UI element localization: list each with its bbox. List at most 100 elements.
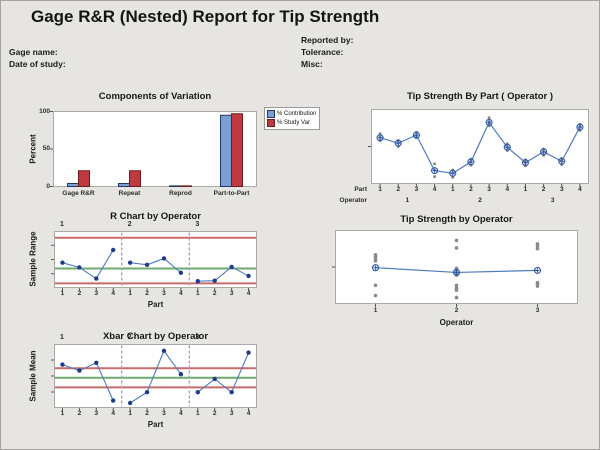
mean-marker: [521, 159, 529, 167]
data-point: [60, 260, 65, 265]
studyvar-label: % Study Var: [277, 120, 310, 126]
part-tick-label: 4: [179, 290, 183, 297]
misc-label: Misc:: [301, 59, 323, 69]
r-chart-plot: [51, 231, 257, 291]
contribution-label: % Contribution: [277, 111, 317, 117]
components-of-variation-panel[interactable]: Components of Variation Percent % Contri…: [21, 89, 321, 207]
series-line: [130, 257, 182, 274]
data-point: [127, 400, 133, 406]
operator-tick-label: 3: [550, 197, 555, 204]
data-point: [246, 350, 251, 355]
chart-title: R Chart by Operator: [110, 211, 201, 222]
y-tick-label: 100: [39, 107, 50, 115]
x-category-label: Part-to-Part: [213, 190, 250, 197]
mean-marker: [503, 143, 511, 151]
gage-name-label: Gage name:: [9, 47, 58, 57]
mean-marker: [394, 139, 402, 147]
part-tick-label: 1: [523, 186, 528, 193]
observation-dot: [373, 259, 378, 263]
part-tick-label: 4: [246, 410, 251, 417]
series-line: [197, 266, 249, 282]
part-tick-label: 2: [541, 186, 546, 193]
observation-dot: [433, 162, 437, 166]
mean-marker: [412, 131, 420, 139]
studyvar-swatch: [267, 119, 275, 127]
contribution-bar: [67, 183, 79, 187]
observation-dot: [535, 284, 540, 288]
legend-item-studyvar: % Study Var: [267, 119, 316, 127]
part-tick-label: 2: [145, 290, 149, 297]
r-chart-panel[interactable]: R Chart by Operator Sample Range Part 1 2…: [21, 209, 317, 325]
x-category-label: Repeat: [118, 190, 141, 197]
operator-tick-label: 3: [535, 307, 540, 314]
part-tick-label: 3: [162, 410, 166, 417]
data-point: [178, 270, 184, 275]
legend-item-contribution: % Contribution: [267, 110, 316, 118]
mean-marker: [576, 123, 584, 131]
y-axis-label: Sample Range: [28, 231, 38, 287]
mean-marker: [449, 169, 457, 177]
data-point: [178, 372, 184, 377]
x-axis-label: Part: [147, 420, 164, 429]
data-point: [144, 262, 150, 267]
x-axis-label: Part: [147, 300, 164, 309]
legend: % Contribution % Study Var: [264, 107, 321, 130]
report-title: Gage R&R (Nested) Report for Tip Strengt…: [31, 7, 380, 26]
series-line: [197, 352, 250, 394]
series-line: [62, 362, 114, 401]
part-tick-label: 4: [578, 186, 582, 193]
part-tick-label: 4: [179, 410, 183, 417]
part-tick-label: 4: [505, 186, 510, 193]
operator-stage-label: 2: [127, 221, 132, 228]
data-point: [161, 256, 167, 261]
operator-tick-label: 1: [373, 307, 378, 314]
mean-marker: [431, 167, 439, 175]
y-tick-label: 50: [42, 145, 50, 152]
data-point: [144, 390, 150, 395]
xbar-chart-plot: [51, 344, 257, 411]
observation-dot: [454, 295, 459, 300]
data-point: [111, 247, 116, 253]
data-point: [212, 278, 217, 283]
operator-stage-label: 3: [195, 334, 200, 341]
data-point: [77, 265, 82, 270]
part-tick-label: 2: [212, 290, 217, 297]
part-row-header: Part: [354, 186, 367, 193]
studyvar-bar: [78, 170, 90, 187]
observation-dot: [535, 244, 540, 248]
plot-box: [54, 344, 257, 408]
mean-marker: [540, 148, 548, 156]
part-tick-label: 4: [111, 290, 116, 297]
part-tick-label: 3: [559, 186, 564, 193]
part-tick-label: 3: [229, 410, 234, 417]
studyvar-bar: [180, 185, 192, 188]
part-tick-label: 1: [60, 290, 65, 297]
part-tick-label: 1: [378, 186, 382, 193]
plot-box: [371, 109, 589, 184]
x-category-label: Gage R&R: [62, 190, 95, 197]
part-tick-label: 4: [111, 410, 116, 417]
data-point: [161, 348, 167, 353]
observation-dot: [373, 293, 378, 298]
data-point: [60, 362, 65, 367]
observation-dot: [454, 283, 459, 288]
observation-dot: [535, 246, 540, 251]
data-point: [94, 276, 99, 281]
tip-strength-by-operator-panel[interactable]: Tip Strength by Operator Operator 1 2 3: [321, 209, 597, 335]
contribution-swatch: [267, 110, 275, 118]
y-axis-label: Sample Mean: [28, 350, 38, 402]
data-point: [195, 279, 200, 284]
data-point: [195, 390, 200, 395]
mean-marker: [558, 157, 566, 165]
contribution-bar: [220, 114, 232, 187]
data-point: [127, 260, 133, 265]
operator-tick-label: 2: [478, 197, 482, 204]
part-tick-label: 2: [77, 290, 82, 297]
part-tick-label: 4: [246, 290, 251, 297]
operator-stage-label: 3: [195, 221, 200, 228]
chart-title: Xbar Chart by Operator: [102, 331, 209, 342]
xbar-chart-panel[interactable]: Xbar Chart by Operator Sample Mean Part …: [21, 329, 317, 446]
y-tick-label: 0: [46, 182, 50, 190]
reported-by-label: Reported by:: [301, 35, 354, 45]
